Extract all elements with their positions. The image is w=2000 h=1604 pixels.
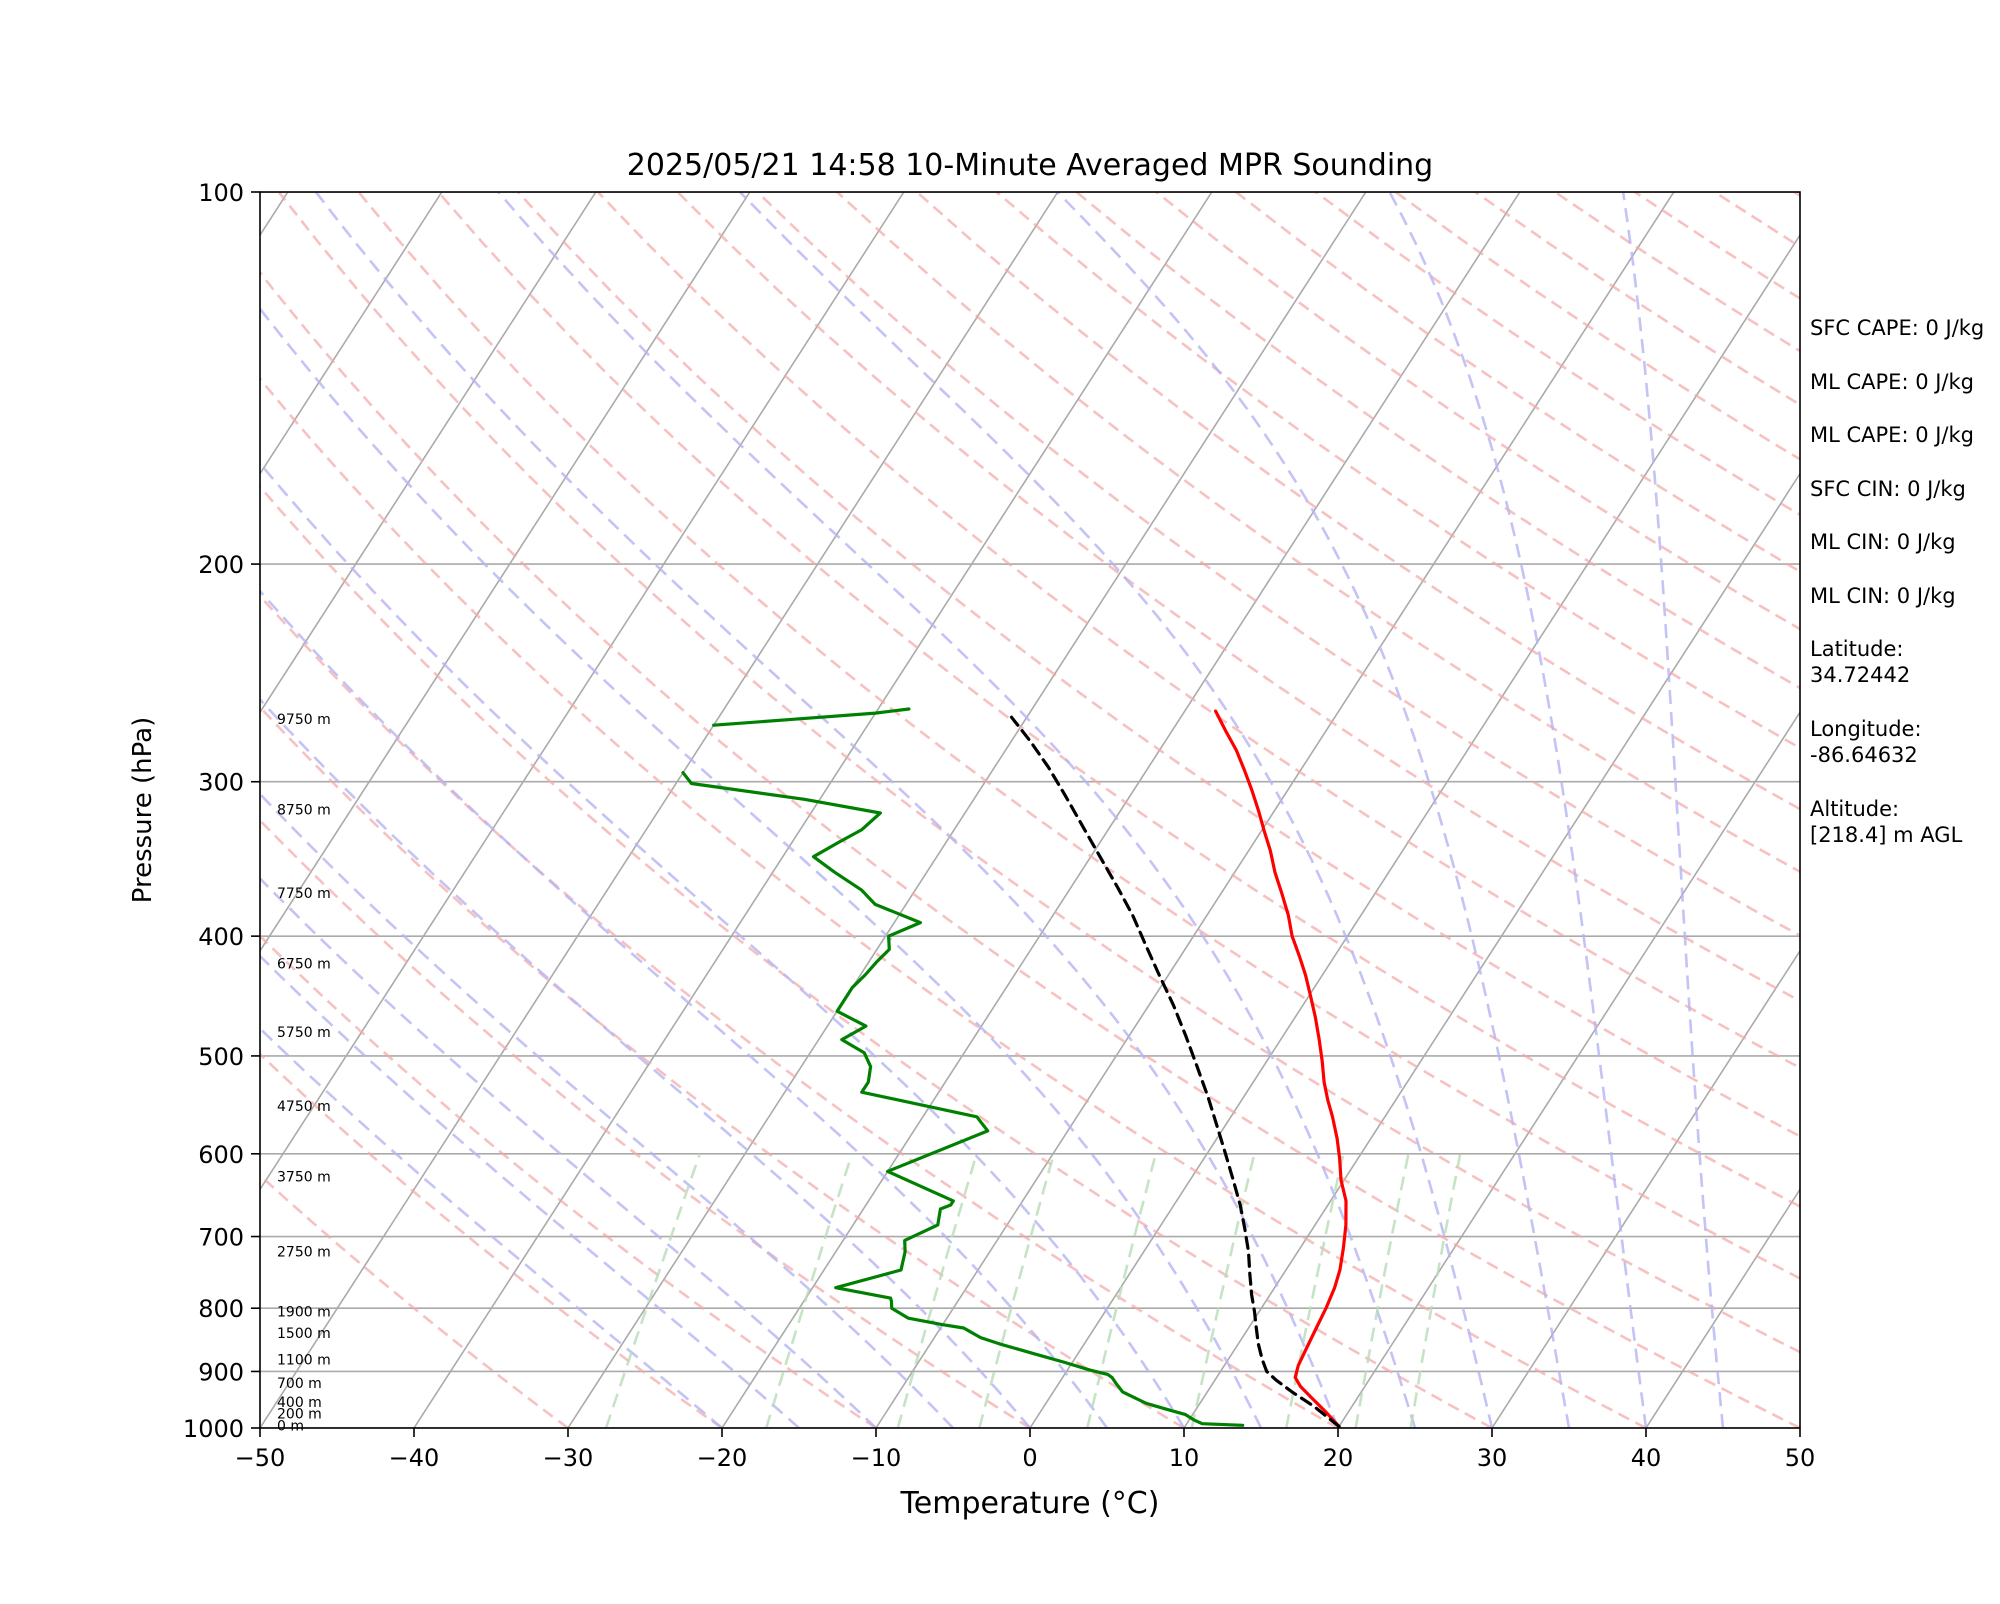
height-label: 6750 m [277, 957, 331, 973]
height-label: 7750 m [277, 886, 331, 902]
height-label: 2750 m [277, 1245, 331, 1261]
x-axis-label: Temperature (°C) [900, 1486, 1160, 1521]
height-label: 5750 m [277, 1025, 331, 1041]
ml-cin-text: ML CIN: 0 J/kg [1810, 529, 2000, 583]
x-tick-label: 20 [1323, 1444, 1354, 1472]
chart-title: 2025/05/21 14:58 10-Minute Averaged MPR … [627, 148, 1433, 183]
x-tick-label: 50 [1785, 1444, 1816, 1472]
height-label: 8750 m [277, 803, 331, 819]
altitude-label: Altitude: [1810, 796, 2000, 822]
y-tick-label: 600 [198, 1141, 244, 1169]
ml-cape-text: ML CAPE: 0 J/kg [1810, 369, 2000, 423]
y-tick-label: 1000 [183, 1415, 244, 1443]
height-label: 1500 m [277, 1326, 331, 1342]
height-label: 700 m [277, 1376, 322, 1392]
longitude-label: Longitude: [1810, 716, 2000, 742]
y-tick-label: 900 [198, 1358, 244, 1386]
height-label: 9750 m [277, 712, 331, 728]
y-tick-label: 700 [198, 1224, 244, 1252]
height-label: 1100 m [277, 1352, 331, 1368]
sfc-cin-text: SFC CIN: 0 J/kg [1810, 476, 2000, 530]
y-tick-label: 400 [198, 923, 244, 951]
height-label: 1900 m [277, 1305, 331, 1321]
y-tick-label: 800 [198, 1295, 244, 1323]
x-tick-label: −40 [389, 1444, 440, 1472]
altitude-block: Altitude: [218.4] m AGL [1810, 796, 2000, 876]
height-label: 0 m [277, 1418, 304, 1434]
altitude-value: [218.4] m AGL [1810, 822, 2000, 848]
y-tick-label: 500 [198, 1043, 244, 1071]
ml-cin-text-2: ML CIN: 0 J/kg [1810, 583, 2000, 637]
x-tick-label: 40 [1631, 1444, 1662, 1472]
longitude-block: Longitude: -86.64632 [1810, 716, 2000, 796]
latitude-value: 34.72442 [1810, 662, 2000, 688]
x-tick-label: −20 [697, 1444, 748, 1472]
x-tick-label: 30 [1477, 1444, 1508, 1472]
sounding-stats-panel: SFC CAPE: 0 J/kg ML CAPE: 0 J/kg ML CAPE… [1810, 315, 2000, 876]
y-tick-label: 300 [198, 769, 244, 797]
x-tick-label: 0 [1022, 1444, 1037, 1472]
sfc-cape-text: SFC CAPE: 0 J/kg [1810, 315, 2000, 369]
x-tick-label: −30 [543, 1444, 594, 1472]
y-axis-label: Pressure (hPa) [128, 717, 158, 904]
x-tick-label: 10 [1169, 1444, 1200, 1472]
latitude-block: Latitude: 34.72442 [1810, 636, 2000, 716]
y-tick-label: 100 [198, 179, 244, 207]
height-label: 3750 m [277, 1170, 331, 1186]
ml-cape-text-2: ML CAPE: 0 J/kg [1810, 422, 2000, 476]
latitude-label: Latitude: [1810, 636, 2000, 662]
height-label: 4750 m [277, 1099, 331, 1115]
x-tick-label: −10 [851, 1444, 902, 1472]
x-tick-label: −50 [235, 1444, 286, 1472]
longitude-value: -86.64632 [1810, 742, 2000, 768]
y-tick-label: 200 [198, 551, 244, 579]
